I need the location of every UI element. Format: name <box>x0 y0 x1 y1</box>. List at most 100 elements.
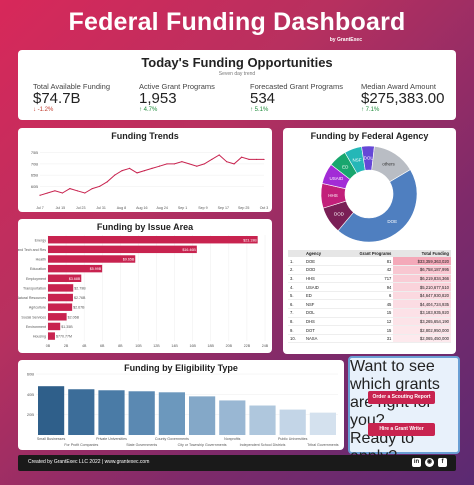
x-tick-label: Aug 8 <box>117 206 126 210</box>
x-tick-label: 4B <box>82 344 87 348</box>
table-cell: $2,802,950,000 <box>393 325 451 335</box>
bar-2[interactable] <box>98 390 125 435</box>
bar-0[interactable] <box>38 386 65 435</box>
donut-slice-others[interactable] <box>371 145 411 183</box>
table-row[interactable]: 4. USAID 94 $5,210,677,510 <box>288 282 451 292</box>
funding-trends-card: Funding Trends 60B 65B 70B 75B Jul 7 Jul 15 Ju… <box>18 128 272 212</box>
table-row[interactable]: 6. NSF 45 $4,404,724,935 <box>288 299 451 310</box>
header-cell[interactable]: Agency <box>303 250 336 257</box>
linkedin-icon[interactable]: in <box>412 458 421 467</box>
data-point <box>84 192 86 194</box>
table-cell: 717 <box>335 274 394 284</box>
bar-0[interactable] <box>48 236 258 244</box>
page-title: Federal Funding Dashboard <box>68 8 406 36</box>
table-cell: $2,065,450,000 <box>393 334 451 344</box>
podcast-icon[interactable]: ◉ <box>425 458 434 467</box>
kpi-label: Median Award Amount <box>361 82 436 91</box>
bar-3[interactable] <box>48 264 103 273</box>
bar-6[interactable] <box>48 293 73 302</box>
data-point <box>39 194 41 196</box>
data-point <box>166 163 168 165</box>
donut-slice-doe[interactable] <box>337 169 418 243</box>
table-cell: DOD <box>303 265 336 275</box>
table-cell: 9. <box>288 325 304 335</box>
bar-6[interactable] <box>219 400 246 435</box>
byline: by GrantExec <box>329 37 362 43</box>
table-cell: $3,183,935,920 <box>393 308 451 318</box>
bar-10[interactable] <box>48 332 55 340</box>
bar-7[interactable] <box>249 405 276 435</box>
category-label: Natural Resources <box>18 296 46 300</box>
table-row[interactable]: 1. DOE 81 $33,359,363,020 <box>288 257 451 267</box>
kpi-title: Today's Funding Opportunities <box>141 55 333 70</box>
table-row[interactable]: 7. DOL 15 $3,183,935,920 <box>288 308 451 318</box>
y-tick-label: 75B <box>31 150 38 155</box>
bar-9[interactable] <box>48 322 61 331</box>
bar-4[interactable] <box>48 274 82 282</box>
kpi-value: $74.7B <box>33 90 81 107</box>
x-tick-label: 6B <box>100 344 105 348</box>
kpi-label: Forecasted Grant Programs <box>250 82 343 91</box>
kpi-card: Today's Funding Opportunities Seven day … <box>18 50 456 120</box>
data-point <box>99 185 101 187</box>
bar-8[interactable] <box>48 313 67 321</box>
eligibility-card: Funding by Eligibility Type 20B 40B 60B Sma… <box>18 360 344 450</box>
table-cell: 15 <box>335 308 394 318</box>
bar-2[interactable] <box>48 255 136 263</box>
header-cell[interactable]: Total Funding <box>393 250 451 257</box>
hire-grant-writer-button[interactable]: Hire a Grant Writer <box>368 423 435 436</box>
category-label: Agriculture <box>29 306 46 310</box>
data-point <box>211 158 213 161</box>
data-point <box>129 167 131 169</box>
facebook-icon[interactable]: f <box>438 458 447 467</box>
table-row[interactable]: 10. NASA 31 $2,065,450,000 <box>288 334 451 344</box>
data-point <box>54 190 56 192</box>
data-label: $2.76B <box>74 296 86 300</box>
table-cell: $33,359,363,020 <box>393 257 451 267</box>
bar-8[interactable] <box>279 409 306 435</box>
order-scouting-report-button[interactable]: Order a Scouting Report <box>368 391 435 404</box>
table-cell: 7. <box>288 308 304 318</box>
y-tick-label: 60B <box>31 184 38 189</box>
x-tick-label: Aug 16 <box>136 206 147 210</box>
table-cell: 12 <box>335 317 394 327</box>
table-cell: ED <box>303 291 336 301</box>
data-label: $3.68B <box>69 277 81 281</box>
table-row[interactable]: 8. DHS 12 $3,265,654,190 <box>288 317 451 327</box>
table-row[interactable]: 2. DOD 42 $6,758,187,995 <box>288 265 451 275</box>
bar-1[interactable] <box>48 245 197 254</box>
data-point <box>218 154 220 156</box>
data-label: $770.77M <box>56 335 72 339</box>
kpi-forecasted-programs: Forecasted Grant Programs 534 ↑ 5.1% <box>250 82 360 113</box>
category-label: State Governments <box>126 443 157 447</box>
slice-label: USAID <box>330 176 345 181</box>
table-row[interactable]: 5. ED 6 $4,647,930,820 <box>288 291 451 301</box>
x-tick-label: 2B <box>64 344 69 348</box>
bar-4[interactable] <box>158 392 185 435</box>
bar-7[interactable] <box>48 303 73 311</box>
kpi-value: $275,383.00 <box>361 90 445 107</box>
chart-title: Funding by Eligibility Type <box>124 363 238 373</box>
header-cell <box>288 250 304 257</box>
header-cell[interactable]: Grant Programs <box>335 250 394 257</box>
bar-1[interactable] <box>68 389 95 435</box>
x-tick-label: Jul 15 <box>56 206 66 210</box>
x-tick-label: Jul 31 <box>96 206 106 210</box>
data-point <box>188 163 190 165</box>
bar-9[interactable] <box>309 412 336 435</box>
x-tick-label: 24B <box>262 344 269 348</box>
bar-5[interactable] <box>48 284 74 292</box>
data-point <box>61 192 64 194</box>
data-point <box>226 161 228 163</box>
slice-label: DOD <box>334 211 345 216</box>
data-point <box>136 172 138 174</box>
x-tick-label: 0B <box>46 344 51 348</box>
issue-area-card: Funding by Issue Area 0B 2B 4B 6B 8B 10B 12B 14… <box>18 219 272 353</box>
category-label: Energy <box>35 238 47 242</box>
table-row[interactable]: 9. DOT 15 $2,802,950,000 <box>288 325 451 335</box>
table-row[interactable]: 3. HHS 717 $6,219,834,366 <box>288 274 451 284</box>
bar-3[interactable] <box>128 391 155 435</box>
data-point <box>181 161 183 163</box>
bar-5[interactable] <box>189 396 216 435</box>
